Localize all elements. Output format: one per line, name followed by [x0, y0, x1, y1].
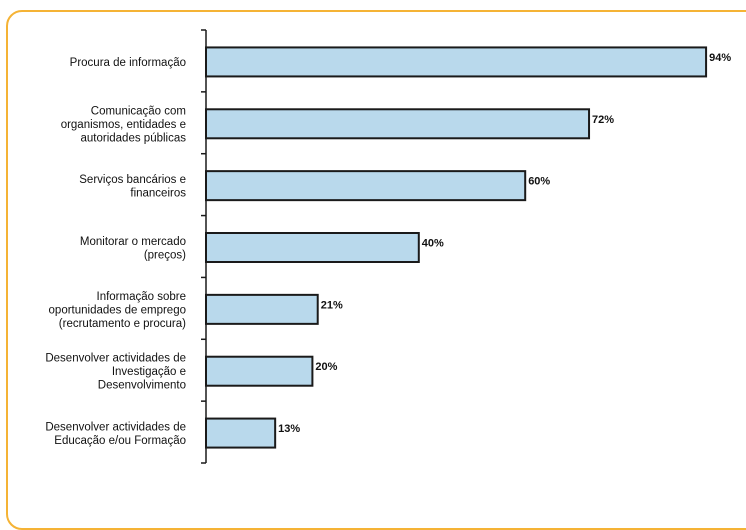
bar — [205, 232, 420, 263]
bar — [205, 293, 319, 325]
category-label: Informação sobre oportunidades de emprego… — [49, 291, 187, 330]
value-label: 13% — [278, 423, 300, 435]
category-label-line: Informação sobre — [97, 291, 187, 303]
category-label: Serviços bancários e financeiros — [79, 174, 186, 200]
category-label-line: Serviços bancários e — [79, 174, 186, 186]
value-label: 60% — [528, 176, 550, 188]
bar-chart: 94% Procura de informação 72% Comunicação c… — [45, 29, 731, 464]
bar — [205, 170, 527, 202]
value-label: 40% — [422, 238, 444, 250]
category-label-line: Comunicação com — [91, 105, 186, 117]
category-label-line: Investigação e — [112, 366, 186, 378]
category-label-line: Educação e/ou Formação — [54, 435, 186, 447]
bar — [205, 417, 277, 449]
category-label: Desenvolver actividades de Educação e/ou … — [45, 421, 186, 447]
category-label-line: Desenvolver actividades de — [45, 353, 186, 365]
category-label-line: financeiros — [130, 187, 186, 199]
value-label: 94% — [709, 52, 731, 64]
category-label-line: Procura de informação — [70, 57, 186, 69]
category-label: Procura de informação — [70, 57, 186, 69]
value-label: 72% — [592, 114, 614, 126]
category-label-line: Desenvolvimento — [98, 380, 186, 392]
category-label-line: Monitorar o mercado — [80, 236, 186, 248]
value-label: 21% — [321, 299, 343, 311]
category-label: Comunicação com organismos, entidades e au… — [61, 105, 187, 144]
category-label: Monitorar o mercado (preços) — [80, 236, 186, 262]
category-label-line: organismos, entidades e — [61, 119, 186, 131]
category-label-line: oportunidades de emprego — [49, 304, 186, 316]
bar — [205, 108, 591, 140]
value-label: 20% — [315, 361, 337, 373]
bar — [205, 355, 314, 387]
category-label-line: autoridades públicas — [81, 132, 187, 144]
category-label-line: Desenvolver actividades de — [45, 421, 186, 433]
category-label: Desenvolver actividades de Investigação e… — [45, 353, 186, 392]
category-label-line: (preços) — [144, 249, 186, 261]
bar — [205, 46, 708, 78]
category-label-line: (recrutamento e procura) — [59, 318, 186, 330]
